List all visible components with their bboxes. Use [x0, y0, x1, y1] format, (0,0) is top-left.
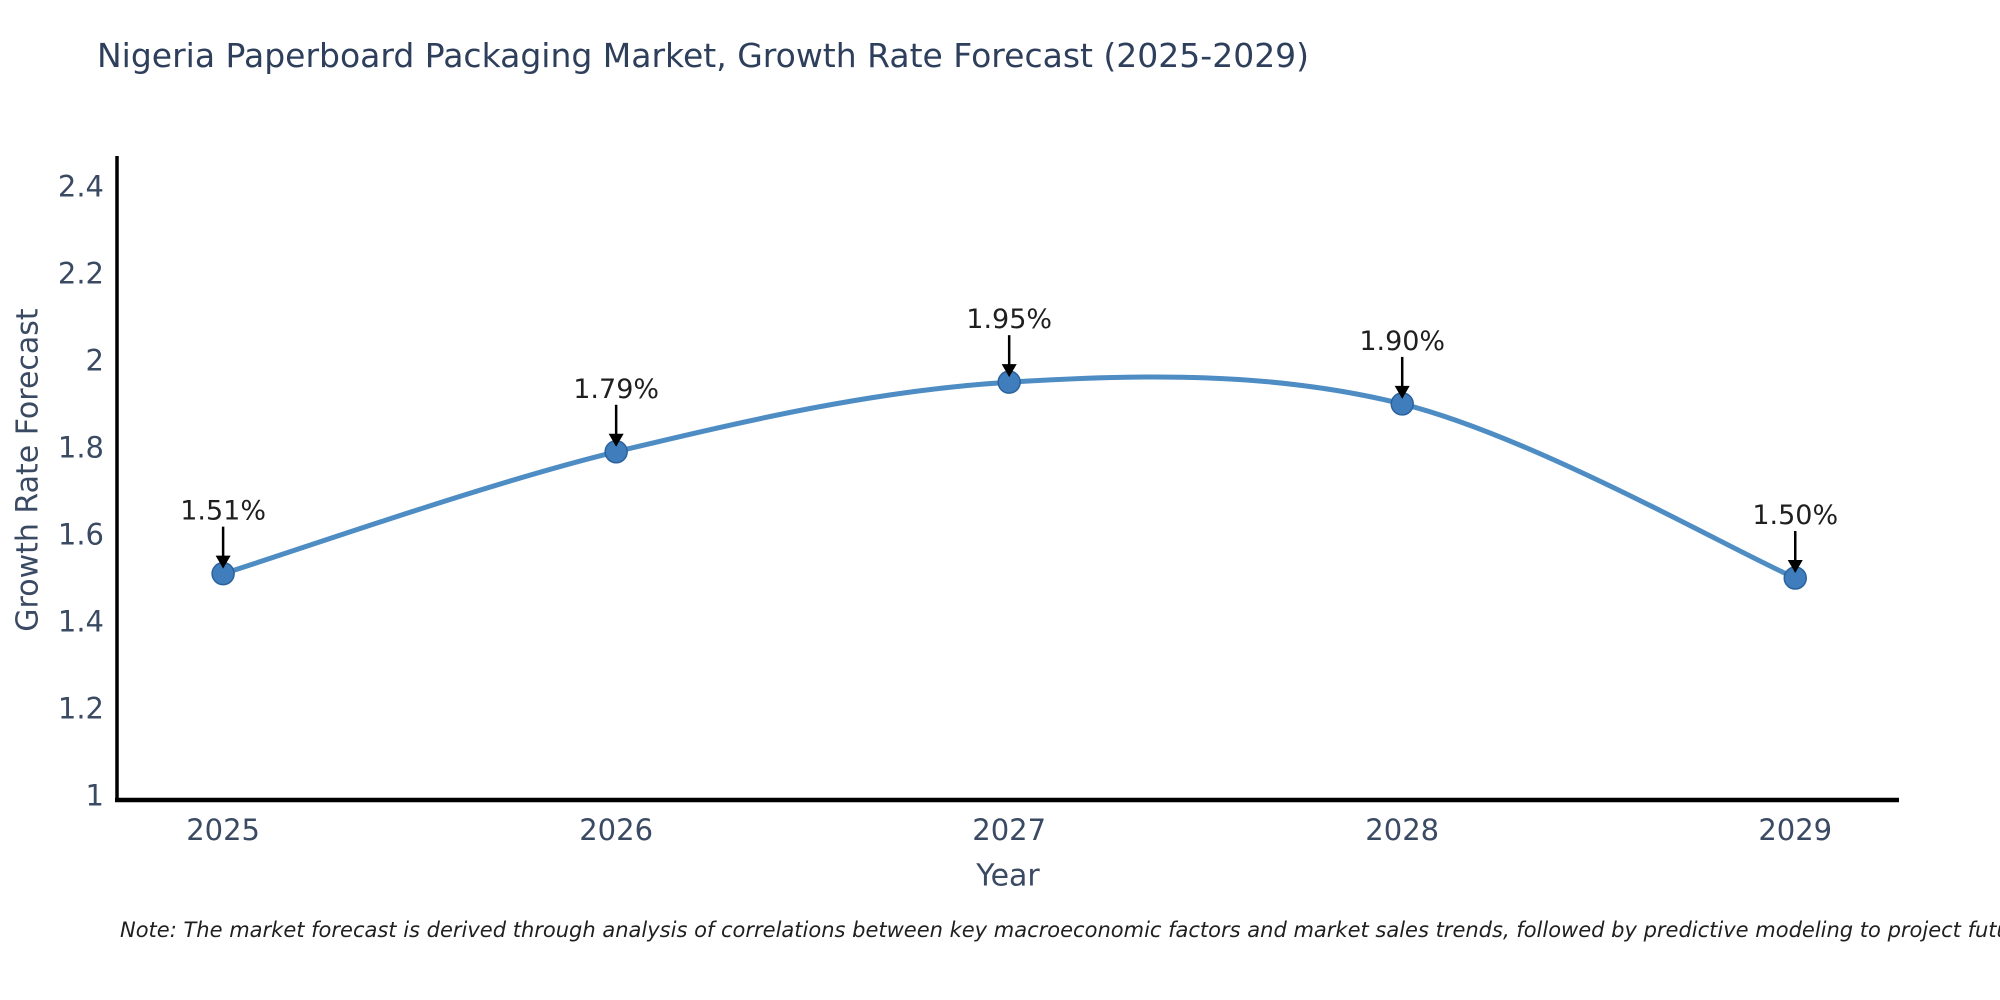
x-tick-label: 2028 — [1365, 813, 1439, 847]
annotation-arrow-head — [1001, 364, 1017, 378]
y-tick-label: 2.4 — [58, 169, 104, 203]
annotation-arrow-head — [1394, 385, 1410, 399]
annotation-arrow-head — [1787, 560, 1803, 574]
x-tick-label: 2025 — [186, 813, 260, 847]
y-tick-label: 1 — [86, 779, 104, 813]
y-tick-label: 1.8 — [58, 430, 104, 464]
data-point-value-label: 1.79% — [573, 374, 659, 405]
x-tick-label: 2029 — [1758, 813, 1832, 847]
data-point-value-label: 1.51% — [180, 496, 266, 527]
data-point-value-label: 1.95% — [966, 304, 1052, 335]
y-tick-label: 1.4 — [58, 605, 104, 639]
x-tick-label: 2027 — [972, 813, 1046, 847]
y-tick-label: 2 — [86, 343, 104, 377]
footnote: Note: The market forecast is derived thr… — [120, 918, 2000, 942]
chart-title: Nigeria Paperboard Packaging Market, Gro… — [97, 36, 1310, 75]
x-axis-title: Year — [976, 858, 1040, 894]
x-tick-label: 2026 — [579, 813, 653, 847]
y-tick-label: 1.2 — [58, 692, 104, 726]
data-point-value-label: 1.90% — [1359, 326, 1445, 357]
annotation-arrow-head — [215, 555, 231, 569]
forecast-line — [220, 374, 1798, 581]
data-point-value-label: 1.50% — [1752, 500, 1838, 531]
y-tick-label: 2.2 — [58, 256, 104, 290]
y-tick-label: 1.6 — [58, 517, 104, 551]
annotation-arrow-head — [608, 433, 624, 447]
